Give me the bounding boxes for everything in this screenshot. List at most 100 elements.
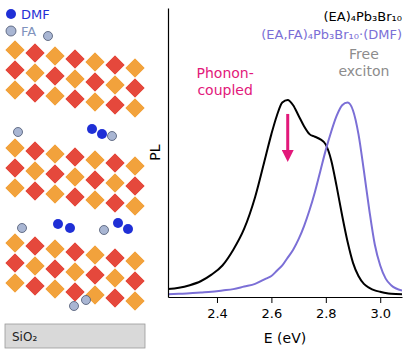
fa-molecule <box>18 224 27 233</box>
octahedron <box>65 69 85 89</box>
x-tick-label: 2.4 <box>207 306 228 321</box>
octahedron <box>5 60 25 80</box>
octahedron <box>85 92 105 112</box>
dmf-molecule <box>123 224 133 234</box>
octahedron <box>125 78 145 98</box>
octahedron <box>25 141 45 161</box>
octahedron <box>45 184 65 204</box>
dmf-molecule <box>53 219 63 229</box>
fa-molecule <box>100 226 109 235</box>
fa-molecule <box>44 32 53 41</box>
x-tick-label: 3.0 <box>370 306 391 321</box>
octahedron <box>65 147 85 167</box>
octahedron <box>45 66 65 86</box>
x-tick: 2.8 <box>316 297 337 321</box>
octahedron <box>65 262 85 282</box>
octahedron <box>25 256 45 276</box>
legend-entry: (EA,FA)₄Pb₃Br₁₀·(DMF) <box>261 27 402 42</box>
x-tick: 2.6 <box>262 297 283 321</box>
octahedron <box>85 52 105 72</box>
pl-line <box>168 103 402 295</box>
figure: DMFFASiO₂ 2.4 2.6 2.8 3.0 E (eV) PL (EA)₄Pb₃Br₁… <box>0 0 411 356</box>
dmf-molecule <box>87 124 97 134</box>
octahedron <box>5 273 25 293</box>
octahedron <box>105 153 125 173</box>
octahedron <box>85 245 105 265</box>
octahedron <box>5 138 25 158</box>
octahedron <box>45 46 65 66</box>
x-axis-title: E (eV) <box>264 330 306 346</box>
octahedron <box>105 95 125 115</box>
octahedron <box>105 288 125 308</box>
octahedron <box>45 239 65 259</box>
octahedron <box>125 196 145 216</box>
octahedron <box>5 158 25 178</box>
octahedron <box>105 268 125 288</box>
octahedron <box>5 253 25 273</box>
annotation: Freeexciton <box>338 46 389 79</box>
fa-molecule <box>14 128 23 137</box>
x-tick-label: 2.8 <box>316 306 337 321</box>
octahedron <box>125 98 145 118</box>
octahedron <box>105 75 125 95</box>
x-tick-label: 2.6 <box>262 306 283 321</box>
y-axis-line <box>168 9 169 298</box>
octahedron <box>25 161 45 181</box>
octahedron <box>65 242 85 262</box>
octahedron <box>125 251 145 271</box>
dmf-molecule <box>65 223 75 233</box>
perovskite-slab <box>5 40 145 118</box>
octahedron <box>25 83 45 103</box>
x-tick-mark <box>380 297 381 303</box>
octahedron <box>65 187 85 207</box>
perovskite-slab <box>5 233 145 311</box>
legend-label: DMF <box>21 7 50 22</box>
octahedron <box>125 58 145 78</box>
x-tick-mark <box>217 297 218 303</box>
substrate <box>5 324 145 348</box>
y-axis-title: PL <box>147 144 163 160</box>
octahedron <box>45 279 65 299</box>
octahedron <box>105 173 125 193</box>
fa-molecule <box>108 132 117 141</box>
octahedron <box>45 144 65 164</box>
x-axis: 2.4 2.6 2.8 3.0 <box>169 297 403 321</box>
octahedron <box>85 190 105 210</box>
octahedron <box>85 72 105 92</box>
perovskite-slab <box>5 138 145 216</box>
octahedron <box>45 164 65 184</box>
x-axis-line <box>169 297 403 298</box>
octahedron <box>105 248 125 268</box>
annotation: Phonon-coupled <box>197 65 254 98</box>
octahedron <box>5 233 25 253</box>
x-tick-mark <box>326 297 327 303</box>
octahedron <box>125 291 145 311</box>
annotation-arrow <box>286 114 289 156</box>
octahedron <box>65 167 85 187</box>
x-tick: 2.4 <box>207 297 228 321</box>
dmf-molecule <box>113 218 123 228</box>
fa-molecule <box>82 296 91 305</box>
octahedron <box>5 178 25 198</box>
octahedron <box>125 271 145 291</box>
x-tick-mark <box>271 297 272 303</box>
octahedron <box>5 40 25 60</box>
substrate-label: SiO₂ <box>12 330 37 344</box>
octahedron <box>105 55 125 75</box>
plot-area <box>168 100 402 294</box>
legend-dot <box>6 9 16 19</box>
octahedron <box>25 43 45 63</box>
pl-line <box>168 100 402 294</box>
y-axis <box>168 9 169 298</box>
octahedron <box>125 176 145 196</box>
octahedron <box>45 86 65 106</box>
octahedron <box>25 63 45 83</box>
fa-molecule <box>70 302 79 311</box>
legend-entry: (EA)₄Pb₃Br₁₀ <box>324 9 402 24</box>
octahedron <box>45 259 65 279</box>
schematic: DMFFASiO₂ <box>5 7 145 349</box>
dmf-molecule <box>97 129 107 139</box>
octahedron <box>65 89 85 109</box>
octahedron <box>5 80 25 100</box>
octahedron <box>65 49 85 69</box>
